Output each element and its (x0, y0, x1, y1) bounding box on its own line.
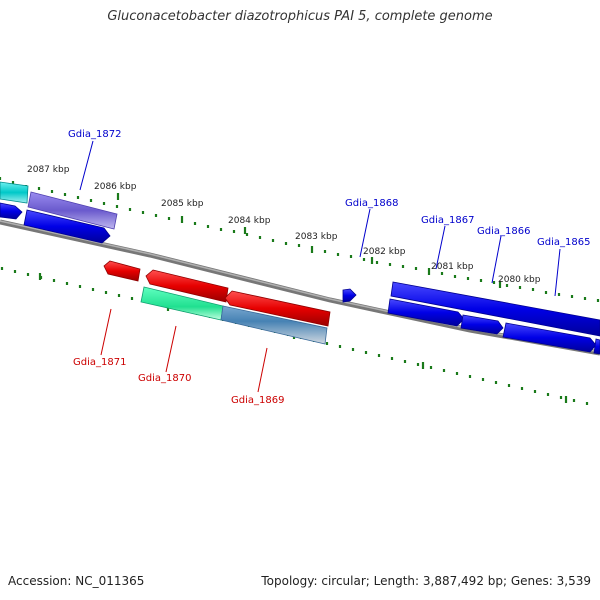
gene-arrow-blue-b3[interactable] (502, 322, 597, 353)
gene-arrow-blue-left[interactable] (0, 202, 23, 220)
kbp-label: 2087 kbp (27, 165, 70, 175)
gene-arrow-gdia-1870-red[interactable] (145, 269, 229, 303)
gene-arrow-gdia-1868[interactable] (342, 288, 357, 303)
gene-arrow-gdia-1867[interactable] (390, 281, 600, 337)
kbp-label: 2080 kbp (498, 275, 541, 285)
kbp-label: 2084 kbp (228, 216, 271, 226)
gene-arrow-gdia-1869-red[interactable] (224, 290, 331, 327)
gene-arrow-gdia-1869[interactable] (220, 305, 328, 345)
kbp-label: 2083 kbp (295, 232, 338, 242)
gene-arrow-blue[interactable] (23, 209, 111, 244)
topology-text: Topology: circular; Length: 3,887,492 bp… (261, 574, 591, 588)
gene-arrow-gdia-1872[interactable] (27, 191, 118, 230)
gene-arrow-blue-b1[interactable] (387, 298, 465, 327)
gene-label-forward[interactable]: Gdia_1868 (345, 198, 398, 209)
kbp-label: 2085 kbp (161, 199, 204, 209)
gene-label-forward[interactable]: Gdia_1866 (477, 226, 530, 237)
leader-lines (79, 140, 561, 393)
kbp-label: 2086 kbp (94, 182, 137, 192)
kbp-label: 2081 kbp (431, 262, 474, 272)
gene-label-forward[interactable]: Gdia_1872 (68, 129, 121, 140)
gene-label-reverse[interactable]: Gdia_1871 (73, 357, 126, 368)
accession-text: Accession: NC_011365 (8, 574, 145, 588)
gene-label-reverse[interactable]: Gdia_1870 (138, 373, 191, 384)
gene-arrow-blue-b4[interactable] (593, 338, 600, 355)
reverse-genes (103, 260, 331, 345)
gene-arrow-gdia-1871[interactable] (103, 260, 141, 282)
forward-genes (0, 181, 600, 355)
gene-label-forward[interactable]: Gdia_1865 (537, 237, 590, 248)
gene-label-reverse[interactable]: Gdia_1869 (231, 395, 284, 406)
gene-arrow-blue-b2[interactable] (460, 314, 504, 335)
gene-label-forward[interactable]: Gdia_1867 (421, 215, 474, 226)
map-title: Gluconacetobacter diazotrophicus PAI 5, … (107, 9, 493, 24)
gene-arrow-cyan[interactable] (0, 181, 29, 204)
kbp-label: 2082 kbp (363, 247, 406, 257)
